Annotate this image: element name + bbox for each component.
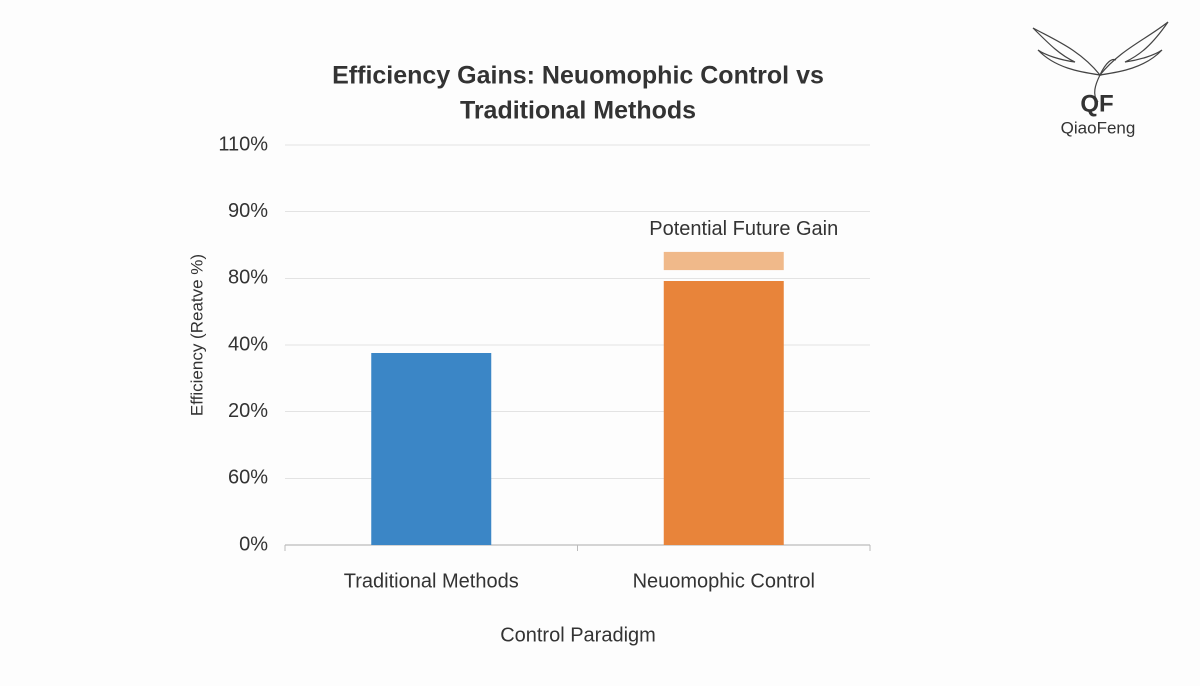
- logo-name: QiaoFeng: [1061, 118, 1136, 137]
- annotation: Potential Future Gain: [649, 218, 838, 240]
- y-tick-label: 110%: [218, 133, 268, 155]
- logo: [1032, 21, 1169, 103]
- y-tick-label: 40%: [228, 333, 268, 355]
- y-tick-label: 90%: [228, 200, 268, 222]
- bar: [371, 353, 492, 545]
- chart-title: Efficiency Gains: Neuomophic Control vs: [332, 62, 824, 90]
- chart-title: Traditional Methods: [460, 97, 696, 125]
- y-tick-label: 80%: [228, 267, 268, 289]
- y-tick-label: 60%: [228, 467, 268, 489]
- future-gain-bar: [663, 251, 784, 271]
- bar: [663, 281, 784, 545]
- y-tick-label: 0%: [239, 533, 268, 555]
- logo-mark: QF: [1080, 90, 1113, 117]
- y-tick-label: 20%: [228, 400, 268, 422]
- x-tick-label: Neuomophic Control: [633, 570, 815, 592]
- x-axis-label: Control Paradigm: [500, 624, 656, 646]
- x-tick-label: Traditional Methods: [344, 570, 519, 592]
- y-axis-label: Efficiency (Reatve %): [187, 254, 206, 416]
